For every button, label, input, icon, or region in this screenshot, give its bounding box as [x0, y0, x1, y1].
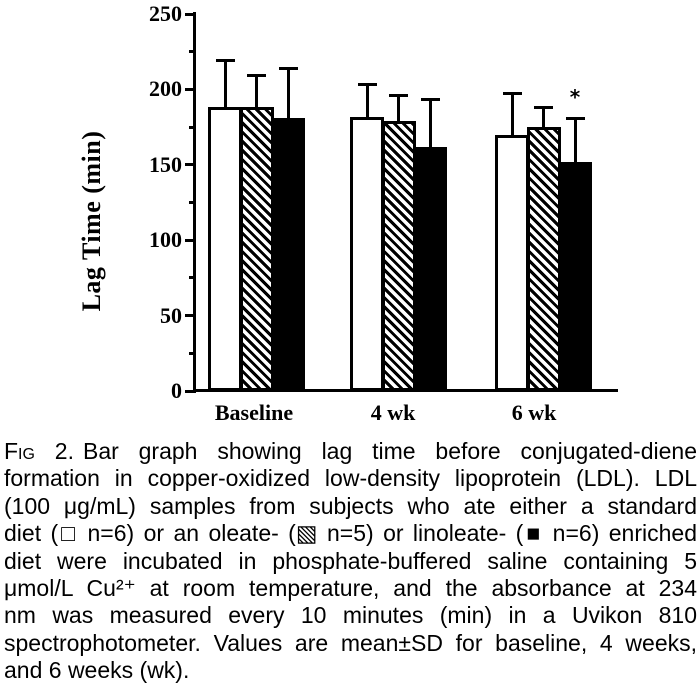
x-axis-label-4-wk: 4 wk — [370, 400, 416, 425]
error-bar-cap — [534, 105, 553, 109]
bar-Baseline-white — [208, 107, 242, 391]
error-bar-line — [286, 68, 290, 119]
error-bar-cap — [278, 66, 298, 70]
caption-line-1: Fig 2. Bar graph showing lag time before … — [4, 438, 697, 464]
y-tick-175 — [189, 125, 195, 129]
y-tick-200 — [185, 87, 195, 91]
y-tick-250 — [185, 12, 195, 16]
bar-6-wk-hatched — [526, 127, 561, 391]
error-bar-cap — [502, 92, 522, 96]
error-bar-line — [223, 60, 227, 108]
error-bar-cap — [357, 83, 377, 87]
x-axis-label-Baseline: Baseline — [214, 400, 294, 425]
y-tick-0 — [185, 389, 195, 393]
bar-4-wk-hatched — [381, 121, 416, 391]
bar-6-wk-black — [558, 161, 592, 391]
y-tick-label-100: 100 — [149, 227, 182, 253]
caption-fig-label: Fig 2. — [4, 438, 74, 464]
y-tick-label-0: 0 — [171, 378, 182, 403]
bar-4-wk-white — [350, 116, 384, 391]
figure-caption: Fig 2. Bar graph showing lag time before … — [4, 438, 697, 685]
error-bar-line — [365, 84, 369, 117]
y-tick-label-250: 250 — [149, 1, 182, 26]
bar-4-wk-black — [413, 146, 447, 391]
error-bar-cap — [389, 93, 408, 97]
y-tick-150 — [185, 163, 195, 167]
error-bar-cap — [565, 116, 585, 120]
caption-line-9: and 6 weeks (wk). — [4, 657, 190, 684]
y-tick-225 — [189, 50, 195, 54]
y-tick-label-200: 200 — [149, 76, 182, 102]
error-bar-cap — [247, 74, 266, 78]
y-tick-75 — [189, 276, 195, 280]
caption-line-5: diet were incubated in phosphate-buffere… — [4, 547, 697, 574]
caption-line-3: (100 μg/mL) samples from subjects who at… — [4, 492, 697, 519]
caption-line-6: μmol/L Cu²⁺ at room temperature, and the… — [4, 575, 697, 602]
caption-line-2: formation in copper-oxidized low-density… — [4, 465, 697, 492]
error-bar-line — [542, 107, 545, 128]
error-bar-cap — [420, 98, 440, 102]
y-tick-100 — [185, 238, 195, 242]
caption-line-8: spectrophotometer. Values are mean±SD fo… — [4, 629, 697, 656]
error-bar-line — [428, 99, 432, 147]
error-bar-line — [397, 95, 400, 122]
caption-line-4: diet (□ n=6) or an oleate- (▧ n=5) or li… — [4, 520, 697, 547]
y-tick-label-50: 50 — [160, 302, 182, 328]
bar-chart: Lag Time (min) 0 50 100 150 200 250 Baseline 4 … — [77, 1, 618, 425]
bar-6-wk-white — [495, 134, 529, 391]
significance-marker: * — [569, 85, 581, 109]
error-bar-line — [510, 93, 514, 135]
bar-Baseline-hatched — [239, 107, 274, 391]
error-bar-line — [573, 118, 577, 162]
error-bar-cap — [215, 59, 235, 63]
error-bar-line — [255, 75, 258, 108]
x-axis-label-6-wk: 6 wk — [511, 400, 557, 425]
y-tick-label-150: 150 — [149, 151, 182, 177]
y-axis-title: Lag Time (min) — [77, 130, 106, 312]
y-tick-50 — [185, 314, 195, 318]
caption-line-7: nm was measured every 10 minutes (min) i… — [4, 602, 697, 629]
y-tick-125 — [189, 201, 195, 204]
bar-Baseline-black — [271, 118, 305, 391]
y-tick-25 — [189, 351, 195, 355]
